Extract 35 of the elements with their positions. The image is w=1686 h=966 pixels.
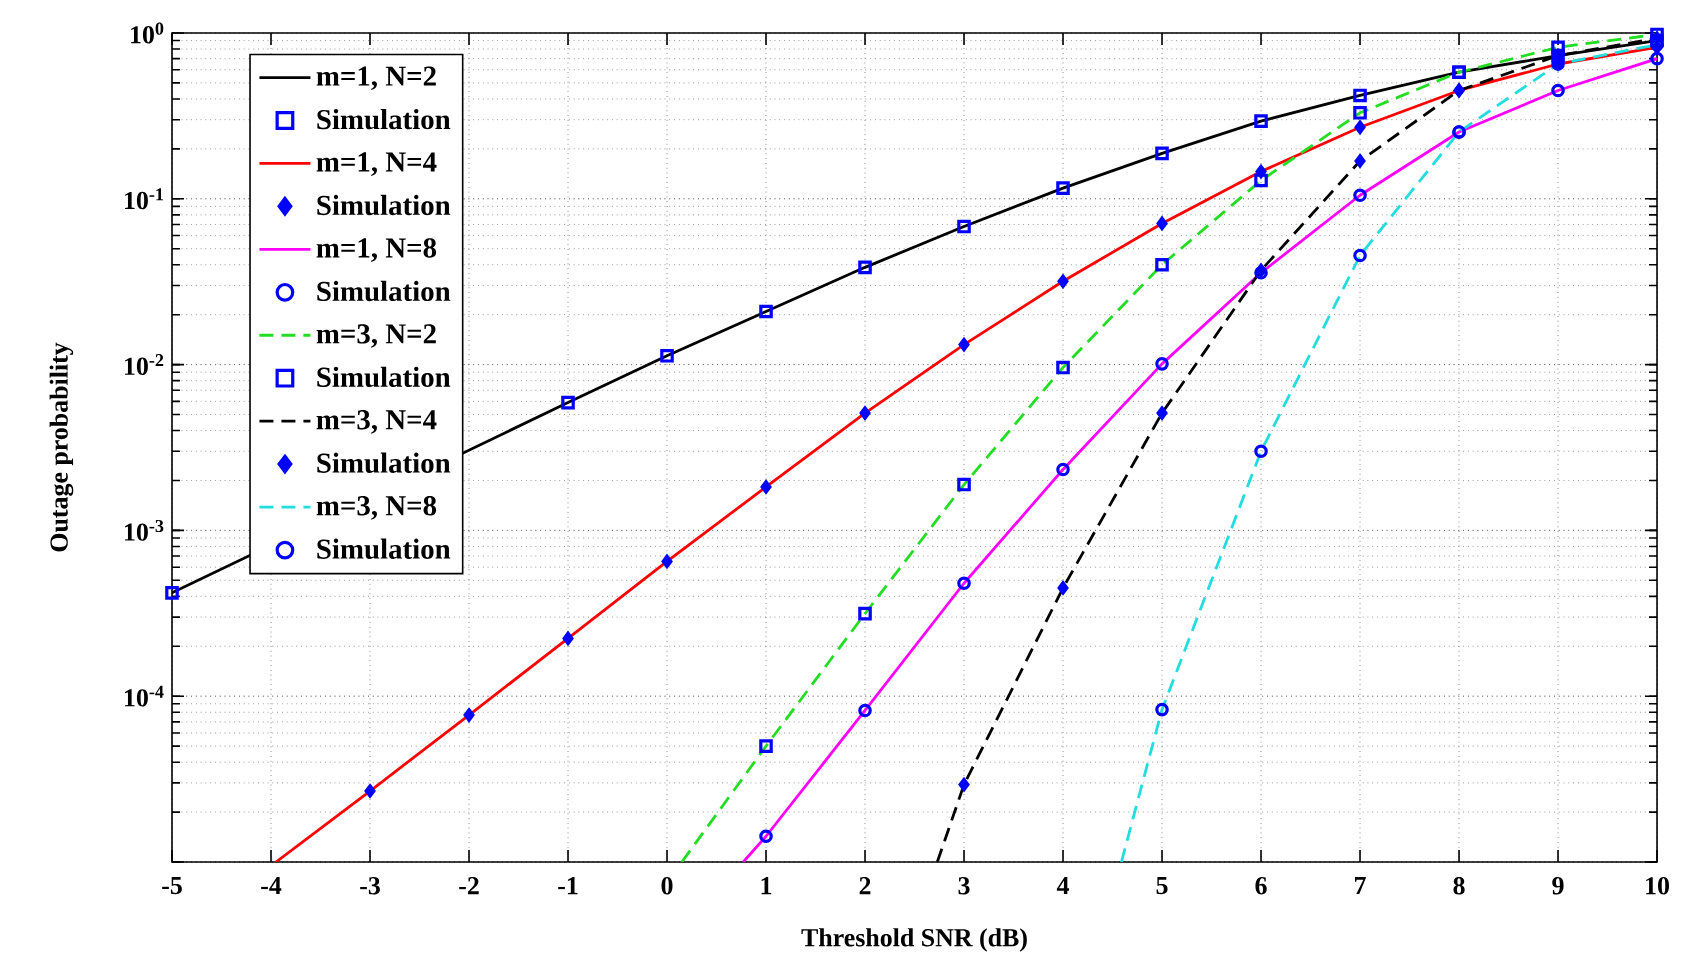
x-tick-label: 8 bbox=[1453, 877, 1465, 895]
legend-label: m=3, N=2 bbox=[316, 324, 436, 348]
x-tick-label: 7 bbox=[1355, 877, 1366, 894]
y-tick-label: 10$^{-1}$ bbox=[125, 188, 164, 210]
x-tick-label: 9 bbox=[1552, 877, 1564, 895]
x-tick-label: -5 bbox=[162, 877, 182, 895]
x-tick-label: 0 bbox=[661, 877, 673, 895]
x-tick-label: -1 bbox=[558, 877, 578, 895]
legend-label: Simulation bbox=[317, 194, 451, 216]
legend-label: Simulation bbox=[317, 452, 451, 473]
legend-label: m=1, N=2 bbox=[316, 66, 436, 91]
legend-label: Simulation bbox=[317, 108, 451, 130]
x-tick-label: 1 bbox=[761, 877, 772, 895]
y-tick-label: 10$^{-2}$ bbox=[125, 354, 164, 376]
x-tick-label: 10 bbox=[1646, 877, 1669, 895]
legend-label: m=1, N=8 bbox=[316, 238, 437, 262]
x-tick-label: 6 bbox=[1255, 877, 1267, 895]
y-tick-label: 10$^{0}$ bbox=[131, 22, 164, 44]
legend-label: m=3, N=8 bbox=[316, 495, 437, 520]
x-tick-label: -3 bbox=[360, 877, 380, 895]
x-axis-title: Threshold SNR (dB) bbox=[801, 928, 1027, 952]
x-tick-label: 2 bbox=[859, 877, 871, 895]
y-tick-label: 10$^{-3}$ bbox=[125, 519, 164, 541]
x-tick-label: -4 bbox=[261, 877, 282, 895]
x-tick-label: -2 bbox=[459, 877, 479, 895]
legend-label: m=1, N=4 bbox=[316, 152, 437, 176]
x-tick-label: 5 bbox=[1156, 877, 1168, 895]
legend-label: m=3, N=4 bbox=[316, 410, 437, 434]
legend-label: Simulation bbox=[317, 538, 451, 559]
x-tick-label: 4 bbox=[1056, 877, 1070, 895]
y-tick-label: 10$^{-4}$ bbox=[125, 685, 164, 707]
x-tick-label: 3 bbox=[958, 877, 970, 895]
y-axis-title: Outage probability bbox=[49, 342, 74, 552]
legend-label: Simulation bbox=[317, 366, 451, 388]
legend-label: Simulation bbox=[317, 280, 451, 302]
